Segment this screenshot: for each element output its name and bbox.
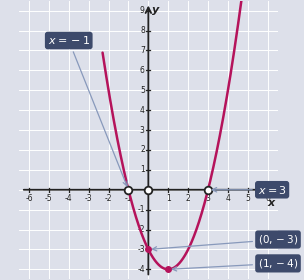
Text: 2: 2 bbox=[186, 194, 191, 203]
Text: 9: 9 bbox=[140, 6, 145, 15]
Text: -2: -2 bbox=[137, 225, 145, 234]
Text: 4: 4 bbox=[226, 194, 230, 203]
Text: $x = 3$: $x = 3$ bbox=[212, 184, 286, 196]
Text: $(1, -4)$: $(1, -4)$ bbox=[172, 257, 298, 271]
Text: y: y bbox=[152, 5, 159, 15]
Text: 8: 8 bbox=[140, 26, 145, 35]
Text: 3: 3 bbox=[206, 194, 210, 203]
Text: 5: 5 bbox=[140, 86, 145, 95]
Text: x: x bbox=[268, 198, 275, 208]
Text: 3: 3 bbox=[140, 125, 145, 135]
Text: $x = -1$: $x = -1$ bbox=[48, 34, 127, 186]
Text: -5: -5 bbox=[45, 194, 53, 203]
Text: -3: -3 bbox=[85, 194, 92, 203]
Text: -1: -1 bbox=[125, 194, 132, 203]
Text: 7: 7 bbox=[140, 46, 145, 55]
Text: -4: -4 bbox=[137, 265, 145, 274]
Text: 6: 6 bbox=[140, 66, 145, 75]
Text: -2: -2 bbox=[105, 194, 112, 203]
Text: 6: 6 bbox=[265, 194, 270, 203]
Text: -4: -4 bbox=[65, 194, 73, 203]
Text: 2: 2 bbox=[140, 145, 145, 155]
Text: -3: -3 bbox=[137, 245, 145, 254]
Text: $(0, -3)$: $(0, -3)$ bbox=[153, 233, 298, 251]
Text: 5: 5 bbox=[245, 194, 250, 203]
Text: 1: 1 bbox=[140, 165, 145, 174]
Text: -1: -1 bbox=[137, 205, 145, 214]
Text: -6: -6 bbox=[25, 194, 33, 203]
Text: 4: 4 bbox=[140, 106, 145, 115]
Text: 1: 1 bbox=[166, 194, 171, 203]
